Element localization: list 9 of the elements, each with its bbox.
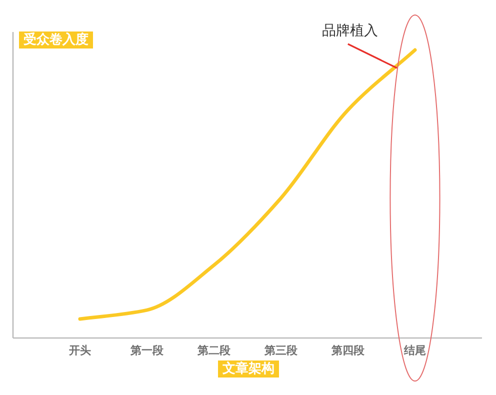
x-tick-label: 第一段	[130, 344, 164, 357]
x-tick-label: 开头	[68, 344, 91, 357]
x-tick-label: 第二段	[196, 344, 232, 357]
text: 品牌植入	[322, 23, 378, 39]
x-tick-label: 结尾	[403, 344, 426, 357]
x-tick-label: 第四段	[330, 344, 366, 357]
x-axis-title: 文章架构	[222, 360, 274, 376]
y-axis-title: 受众卷入度	[22, 32, 88, 48]
x-tick-label: 第三段	[264, 344, 298, 357]
